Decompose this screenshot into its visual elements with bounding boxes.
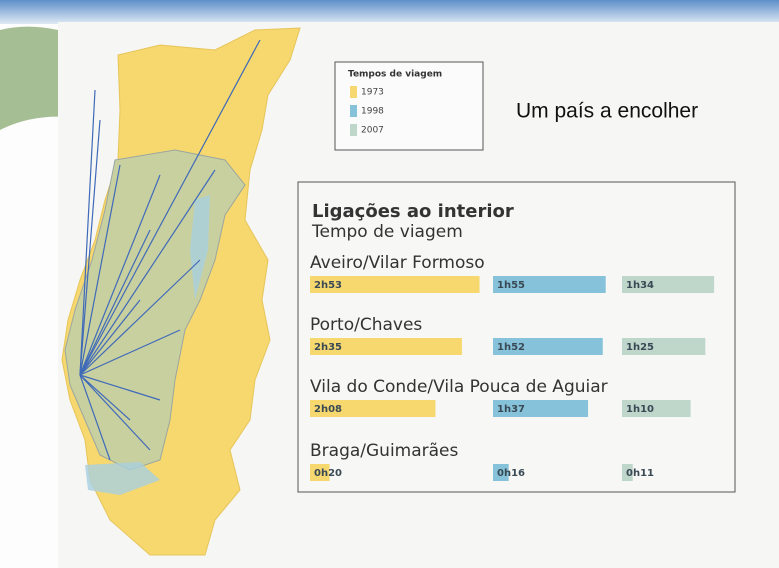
value-label: 1h34 [626,280,654,291]
category-label: Aveiro/Vilar Formoso [310,253,485,273]
legend-label: 1998 [361,107,384,117]
legend-swatch [350,105,357,117]
category-label: Braga/Guimarães [310,441,459,461]
chart-subtitle: Tempo de viagem [311,222,463,242]
value-label: 2h35 [314,342,342,353]
value-label: 1h10 [626,404,654,415]
value-label: 1h52 [497,342,525,353]
value-label: 1h37 [497,404,525,415]
legend-swatch [350,124,357,136]
legend-swatch [350,86,357,98]
banner [0,0,779,24]
category-label: Porto/Chaves [310,315,422,335]
legend-title: Tempos de viagem [348,70,442,80]
value-label: 0h16 [497,468,525,479]
value-label: 2h53 [314,280,342,291]
chart-title: Ligações ao interior [312,201,514,222]
value-label: 0h20 [314,468,342,479]
legend: 1973 1998 2007 [350,86,384,136]
page-title: Um país a encolher [516,100,698,123]
value-label: 0h11 [626,468,654,479]
legend-label: 1973 [361,88,384,98]
slide: Tempos de viagem 1973 1998 2007 Um país a … [0,0,779,568]
value-label: 1h25 [626,342,654,353]
value-label: 1h55 [497,280,525,291]
category-label: Vila do Conde/Vila Pouca de Aguiar [310,377,608,397]
legend-label: 2007 [361,126,384,136]
page: Tempos de viagem 1973 1998 2007 Um país a … [0,0,779,568]
value-label: 2h08 [314,404,342,415]
